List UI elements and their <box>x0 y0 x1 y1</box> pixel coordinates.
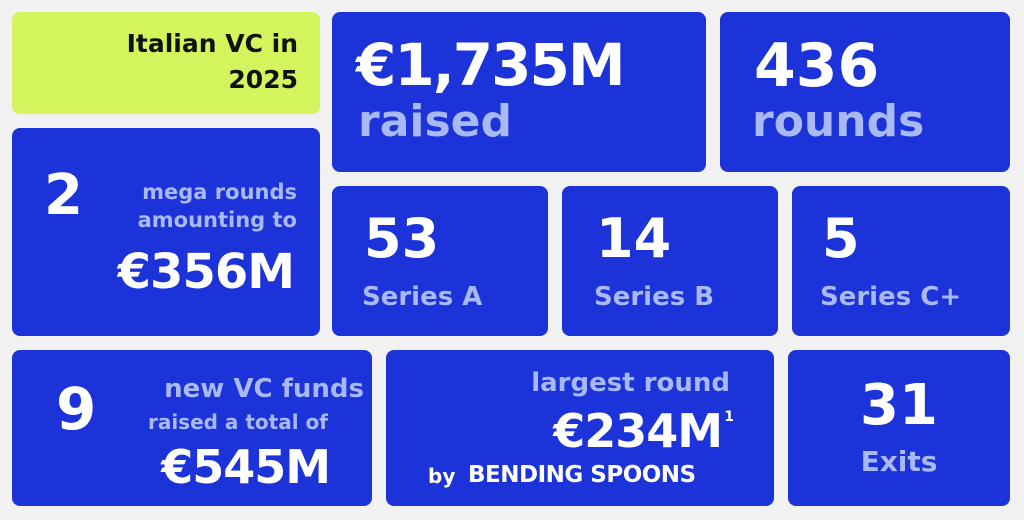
stat-value: 31 <box>860 373 938 438</box>
stat-value: 9 <box>56 375 97 443</box>
stat-value: 436 <box>754 31 880 101</box>
stat-label: Series C+ <box>820 282 962 312</box>
prefix: by <box>428 464 456 488</box>
stat-label: raised <box>358 96 512 147</box>
largest-round-tile: largest round €234M 1 by BENDING SPOONS <box>386 350 774 506</box>
raised-tile: €1,735M raised <box>332 12 706 172</box>
company-logo: BENDING SPOONS <box>468 462 696 488</box>
series-a-tile: 53 Series A <box>332 186 548 336</box>
series-b-tile: 14 Series B <box>562 186 778 336</box>
stat-label: Series B <box>594 282 715 312</box>
stat-label: Exits <box>860 445 938 478</box>
exits-tile: 31 Exits <box>788 350 1010 506</box>
stat-amount: €356M <box>117 244 295 300</box>
stat-amount: €545M <box>161 440 331 494</box>
series-c-tile: 5 Series C+ <box>792 186 1010 336</box>
stat-label: rounds <box>752 96 925 147</box>
mega-tile: 2 mega rounds amounting to €356M <box>12 128 320 336</box>
stat-value: 2 <box>44 163 83 228</box>
stat-label: largest round <box>531 368 730 398</box>
title: Italian VC in 2025 <box>126 29 298 94</box>
stat-value: 14 <box>596 207 672 270</box>
stat-label: mega rounds amounting to <box>137 180 297 232</box>
stat-label: Series A <box>362 282 483 312</box>
title-tile: Italian VC in 2025 <box>12 12 320 114</box>
stat-amount: €234M <box>553 404 723 458</box>
footnote: 1 <box>724 409 734 425</box>
stat-value: €1,735M <box>356 31 626 99</box>
stat-value: 5 <box>822 207 860 270</box>
stat-value: 53 <box>364 207 440 270</box>
stat-sublabel: raised a total of <box>147 410 328 434</box>
rounds-tile: 436 rounds <box>720 12 1010 172</box>
stat-label: new VC funds <box>164 374 364 404</box>
funds-tile: 9 new VC funds raised a total of €545M <box>12 350 372 506</box>
